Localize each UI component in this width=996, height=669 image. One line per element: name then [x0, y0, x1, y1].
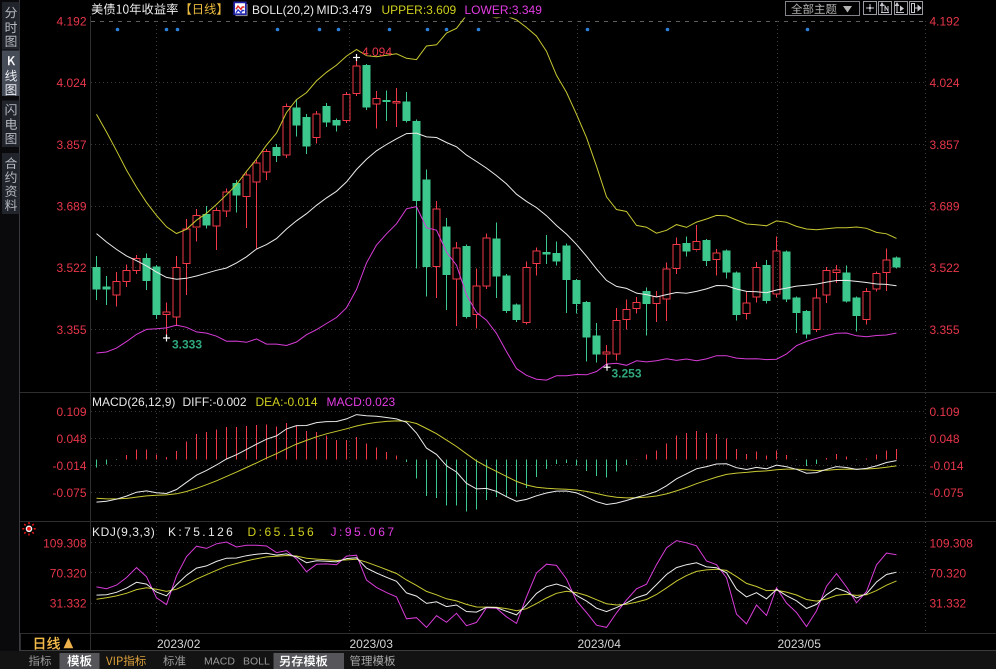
svg-text:DIFF:-0.002: DIFF:-0.002 — [183, 395, 247, 409]
svg-text:70.320: 70.320 — [50, 566, 87, 580]
svg-text:0.109: 0.109 — [930, 405, 960, 419]
svg-text:2023/02: 2023/02 — [157, 637, 201, 651]
svg-text:-0.075: -0.075 — [930, 486, 964, 500]
svg-text:3.253: 3.253 — [612, 367, 642, 381]
svg-text:-0.075: -0.075 — [52, 486, 86, 500]
svg-text:3.522: 3.522 — [56, 261, 86, 275]
svg-text:31.332: 31.332 — [50, 597, 87, 611]
svg-text:MID:3.479: MID:3.479 — [317, 3, 373, 17]
svg-text:3.333: 3.333 — [172, 338, 202, 352]
svg-text:109.308: 109.308 — [43, 536, 87, 550]
svg-text:J:95.067: J:95.067 — [331, 525, 397, 539]
svg-text:0.048: 0.048 — [56, 432, 86, 446]
svg-text:DEA:-0.014: DEA:-0.014 — [256, 395, 318, 409]
svg-text:3.355: 3.355 — [930, 323, 960, 337]
svg-text:MACD: MACD — [204, 656, 235, 668]
svg-text:3.522: 3.522 — [930, 261, 960, 275]
svg-text:4.024: 4.024 — [56, 76, 86, 90]
svg-text:0.109: 0.109 — [56, 405, 86, 419]
svg-text:2023/05: 2023/05 — [778, 637, 822, 651]
svg-text:109.308: 109.308 — [930, 536, 974, 550]
svg-text:UPPER:3.609: UPPER:3.609 — [382, 3, 457, 17]
svg-text:BOLL: BOLL — [243, 656, 270, 668]
svg-text:4.192: 4.192 — [56, 14, 86, 28]
svg-text:3.689: 3.689 — [930, 200, 960, 214]
svg-text:BOLL(20,2): BOLL(20,2) — [252, 3, 314, 17]
svg-text:LOWER:3.349: LOWER:3.349 — [465, 3, 543, 17]
svg-text:2023/03: 2023/03 — [350, 637, 394, 651]
svg-text:D:65.156: D:65.156 — [248, 525, 317, 539]
svg-text:-0.014: -0.014 — [52, 459, 86, 473]
svg-text:3.857: 3.857 — [930, 138, 960, 152]
svg-text:3.857: 3.857 — [56, 138, 86, 152]
svg-text:K:75.126: K:75.126 — [168, 525, 235, 539]
svg-text:MACD(26,12,9): MACD(26,12,9) — [92, 395, 175, 409]
svg-text:2023/04: 2023/04 — [578, 637, 622, 651]
svg-text:0.048: 0.048 — [930, 432, 960, 446]
svg-text:4.094: 4.094 — [362, 45, 392, 59]
svg-text:70.320: 70.320 — [930, 566, 967, 580]
svg-text:MACD:0.023: MACD:0.023 — [327, 395, 396, 409]
svg-text:4.192: 4.192 — [930, 14, 960, 28]
svg-text:-0.014: -0.014 — [930, 459, 964, 473]
svg-text:KDJ(9,3,3): KDJ(9,3,3) — [92, 525, 155, 539]
svg-text:31.332: 31.332 — [930, 597, 967, 611]
svg-text:3.689: 3.689 — [56, 200, 86, 214]
svg-text:4.024: 4.024 — [930, 76, 960, 90]
svg-text:3.355: 3.355 — [56, 323, 86, 337]
